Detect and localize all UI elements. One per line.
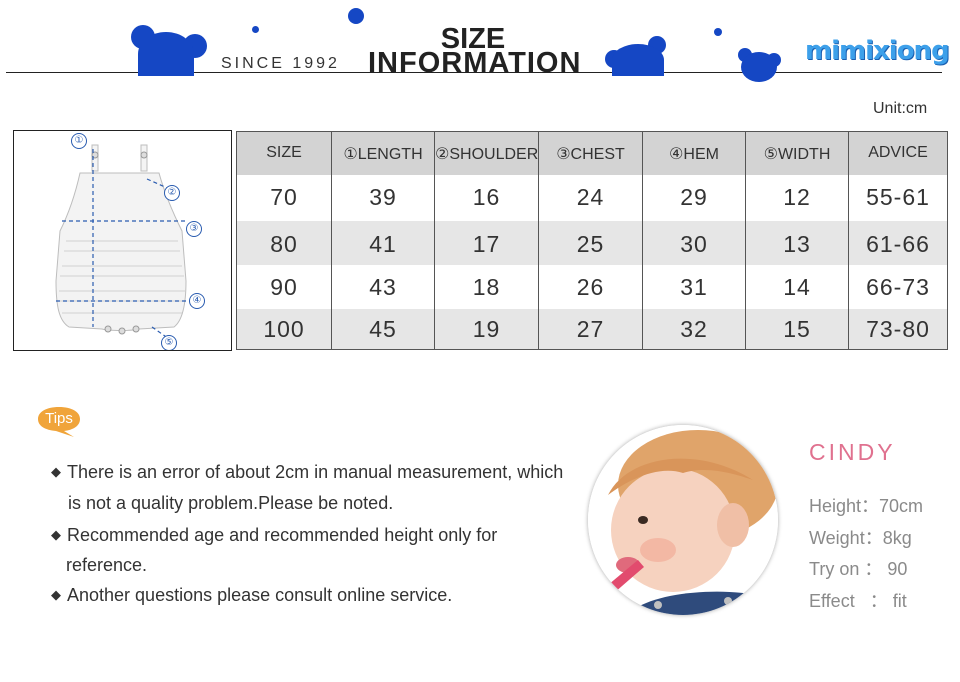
tips-badge: Tips bbox=[45, 410, 73, 427]
tip-text: Another questions please consult online … bbox=[67, 585, 453, 605]
table-cell: 26 bbox=[576, 274, 605, 300]
header-advice: ADVICE bbox=[868, 144, 928, 161]
marker-5: ⑤ bbox=[161, 335, 177, 350]
table-cell: 41 bbox=[369, 231, 397, 257]
table-cell: 30 bbox=[680, 231, 708, 257]
header-size: SIZE bbox=[266, 144, 302, 161]
table-row: 90 43 18 26 31 14 66-73 bbox=[237, 265, 947, 309]
header-hem: ④HEM bbox=[669, 146, 719, 163]
column-divider bbox=[848, 132, 849, 349]
header-width: ⑤WIDTH bbox=[763, 146, 831, 163]
table-cell: 90 bbox=[270, 274, 298, 300]
table-cell: 25 bbox=[576, 231, 605, 257]
table-cell: 18 bbox=[472, 274, 501, 300]
table-cell: 27 bbox=[576, 316, 605, 342]
brand-logo: mimixiong bbox=[805, 36, 950, 66]
table-cell: 80 bbox=[270, 231, 298, 257]
model-effect: Effect ： fit bbox=[809, 591, 907, 611]
dot-decoration bbox=[348, 8, 364, 24]
tip-text: There is an error of about 2cm in manual… bbox=[67, 462, 564, 482]
column-divider bbox=[331, 132, 332, 349]
model-photo bbox=[588, 425, 778, 615]
table-cell: 14 bbox=[783, 274, 811, 300]
table-cell: 15 bbox=[783, 316, 811, 342]
marker-3: ③ bbox=[186, 221, 202, 237]
table-cell: 73-80 bbox=[866, 316, 930, 342]
header-chest: ③CHEST bbox=[556, 146, 625, 163]
tip-item-continued: is not a quality problem.Please be noted… bbox=[68, 493, 394, 513]
table-cell: 39 bbox=[369, 184, 397, 210]
table-row: 70 39 16 24 29 12 55-61 bbox=[237, 175, 947, 221]
garment-diagram: ① ② ③ ④ ⑤ bbox=[13, 130, 232, 351]
since-text: SINCE 1992 bbox=[221, 55, 340, 72]
column-divider bbox=[538, 132, 539, 349]
dot-decoration bbox=[252, 26, 259, 33]
header-length: ①LENGTH bbox=[343, 146, 423, 163]
column-divider bbox=[745, 132, 746, 349]
table-cell: 32 bbox=[680, 316, 708, 342]
table-cell: 17 bbox=[472, 231, 501, 257]
table-cell: 31 bbox=[680, 274, 708, 300]
marker-1: ① bbox=[71, 133, 87, 149]
table-cell: 66-73 bbox=[866, 274, 930, 300]
table-header: SIZE ①LENGTH ②SHOULDER ③CHEST ④HEM ⑤WIDT… bbox=[237, 132, 947, 175]
dot-decoration bbox=[714, 28, 722, 36]
tips-bubble-icon bbox=[38, 407, 80, 437]
romper-sketch-icon bbox=[55, 144, 192, 342]
baby-portrait-icon bbox=[588, 425, 778, 615]
page-title-line2: INFORMATION bbox=[368, 47, 582, 79]
unit-label: Unit:cm bbox=[873, 100, 928, 117]
table-cell: 55-61 bbox=[866, 184, 930, 210]
table-cell: 12 bbox=[783, 184, 811, 210]
header-divider bbox=[6, 72, 942, 73]
diamond-bullet-icon: ◆ bbox=[51, 587, 61, 602]
table-cell: 100 bbox=[263, 316, 305, 342]
table-cell: 13 bbox=[783, 231, 811, 257]
table-cell: 19 bbox=[472, 316, 501, 342]
table-cell: 29 bbox=[680, 184, 708, 210]
diamond-bullet-icon: ◆ bbox=[51, 527, 61, 542]
marker-2: ② bbox=[164, 185, 180, 201]
size-table: SIZE ①LENGTH ②SHOULDER ③CHEST ④HEM ⑤WIDT… bbox=[236, 131, 948, 350]
page-title-line1: SIZE bbox=[440, 23, 506, 55]
table-cell: 61-66 bbox=[866, 231, 930, 257]
table-cell: 45 bbox=[369, 316, 397, 342]
diamond-bullet-icon: ◆ bbox=[51, 464, 61, 479]
tip-item: ◆ Another questions please consult online… bbox=[51, 580, 452, 610]
table-cell: 70 bbox=[270, 184, 298, 210]
tip-item: ◆ There is an error of about 2cm in manua… bbox=[51, 457, 563, 487]
table-row: 80 41 17 25 30 13 61-66 bbox=[237, 221, 947, 265]
model-weight: Weight：8kg bbox=[809, 528, 912, 548]
tip-item-continued: reference. bbox=[66, 555, 148, 575]
model-name: CINDY bbox=[809, 439, 896, 465]
tip-item: ◆ Recommended age and recommended height … bbox=[51, 520, 497, 550]
column-divider bbox=[434, 132, 435, 349]
header-shoulder: ②SHOULDER bbox=[435, 146, 539, 163]
table-cell: 43 bbox=[369, 274, 397, 300]
model-height: Height：70cm bbox=[809, 496, 924, 516]
column-divider bbox=[642, 132, 643, 349]
table-cell: 16 bbox=[472, 184, 501, 210]
marker-4: ④ bbox=[189, 293, 205, 309]
model-try-on: Try on ： 90 bbox=[809, 559, 908, 579]
table-row: 100 45 19 27 32 15 73-80 bbox=[237, 309, 947, 349]
tip-text: Recommended age and recommended height o… bbox=[67, 525, 498, 545]
table-cell: 24 bbox=[576, 184, 605, 210]
